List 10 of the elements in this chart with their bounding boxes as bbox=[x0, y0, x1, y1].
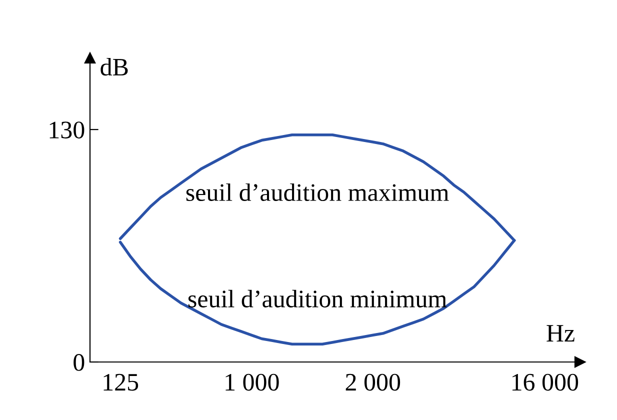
y-axis-title: dB bbox=[100, 58, 128, 76]
y-tick-label: 0 bbox=[74, 354, 84, 371]
series-label: seuil d’audition minimum bbox=[188, 290, 447, 308]
x-tick-label: 16 000 bbox=[512, 374, 578, 391]
x-axis-title: Hz bbox=[546, 325, 574, 342]
x-tick-label: 1 000 bbox=[226, 374, 279, 391]
series-label: seuil d’audition maximum bbox=[186, 183, 449, 202]
y-tick-label: 130 bbox=[50, 122, 84, 138]
x-tick-label: 2 000 bbox=[346, 374, 400, 391]
x-tick-label: 125 bbox=[104, 374, 138, 391]
